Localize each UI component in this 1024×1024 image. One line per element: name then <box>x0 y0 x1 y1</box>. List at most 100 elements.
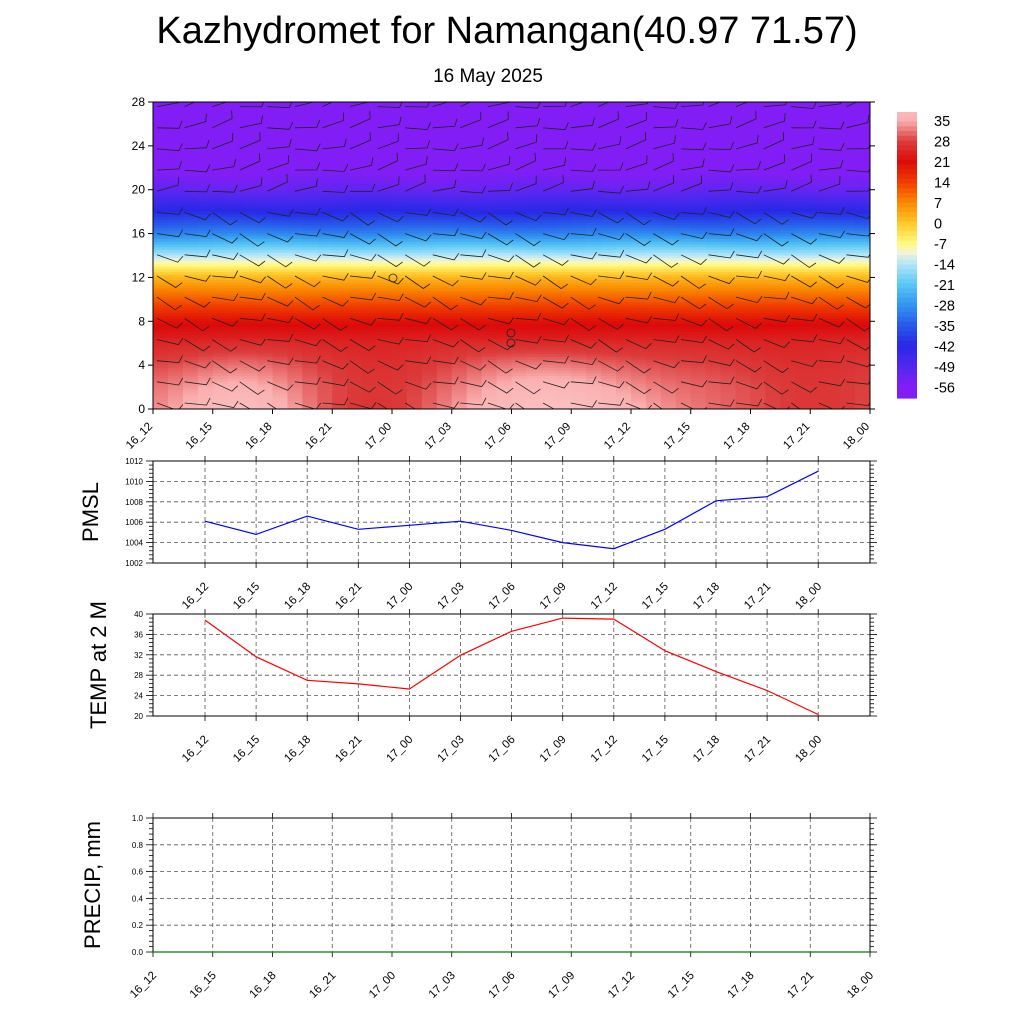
wind-barb <box>874 134 895 149</box>
x-tick-label: 16_15 <box>184 421 215 452</box>
colorbar-label: -56 <box>934 381 955 397</box>
x-tick-label: 17_21 <box>742 581 773 612</box>
wind-barb <box>294 178 318 192</box>
wind-barb <box>487 111 509 129</box>
wind-barb <box>460 137 484 150</box>
colorbar-segment <box>897 355 917 361</box>
wind-barb <box>460 163 486 172</box>
y-tick-label: 28 <box>134 671 143 680</box>
colorbar-segment <box>897 302 917 309</box>
wind-barb <box>184 360 211 369</box>
wind-barb <box>322 397 349 406</box>
precip-panel: 0.0 0.2 0.4 0.6 0.8 1.0 16_12 16_15 16_18 16_21 17… <box>80 813 877 1001</box>
wind-barb <box>653 119 679 129</box>
wind-barb <box>598 360 624 372</box>
x-tick-label: 17_03 <box>423 421 454 452</box>
wind-barb <box>377 337 404 345</box>
wind-barb <box>349 381 376 393</box>
wind-barb <box>322 112 344 129</box>
colorbar-segment <box>897 178 917 185</box>
colorbar-segment <box>897 250 917 256</box>
wind-barb <box>432 253 460 261</box>
wind-barb <box>653 360 680 369</box>
wind-barb <box>680 122 707 130</box>
x-tick-label: 17_00 <box>384 581 415 612</box>
wind-barb <box>818 275 844 289</box>
colorbar-segment <box>897 235 917 242</box>
wind-barb <box>625 254 652 264</box>
wind-barb <box>846 185 870 192</box>
x-tick-label: 17_18 <box>722 421 753 452</box>
wind-barb <box>294 355 321 364</box>
y-tick-label: 4 <box>138 358 145 372</box>
wind-barb <box>736 161 761 171</box>
wind-barb <box>680 380 708 388</box>
colorbar-label: 35 <box>934 114 950 130</box>
wind-barb <box>432 356 459 365</box>
wind-barb <box>184 296 211 308</box>
x-tick-label: 16_15 <box>231 734 262 765</box>
wind-barb <box>874 271 899 278</box>
wind-barb <box>708 399 735 407</box>
colorbar-segment <box>897 374 917 380</box>
y-tick-label: 12 <box>132 270 146 284</box>
wind-barb <box>487 182 513 192</box>
wind-barb <box>515 336 542 344</box>
wind-barb <box>211 360 238 374</box>
wind-barb <box>818 296 844 310</box>
wind-barb <box>735 102 749 107</box>
colorbar-segment <box>897 307 917 313</box>
wind-barb <box>432 143 459 152</box>
wind-barb <box>846 380 870 385</box>
wind-barb <box>680 175 702 192</box>
wind-barb <box>239 115 263 129</box>
colorbar-segment <box>897 297 917 304</box>
wind-barb <box>487 292 514 300</box>
wind-barb <box>763 102 787 107</box>
wind-barb <box>874 111 894 128</box>
wind-barb <box>239 153 261 171</box>
wind-barb <box>294 296 320 311</box>
wind-barb <box>736 398 763 407</box>
wind-barb <box>349 110 371 129</box>
wind-barb <box>487 156 511 171</box>
wind-barb <box>432 339 460 348</box>
wind-barb <box>322 185 349 193</box>
wind-barb <box>432 317 459 331</box>
wind-barb <box>156 143 183 152</box>
wind-barb <box>653 402 663 409</box>
wind-barb <box>542 275 569 290</box>
wind-barb <box>542 402 569 409</box>
wind-barb <box>570 180 595 192</box>
wind-barb <box>432 102 450 107</box>
wind-barb <box>570 275 597 286</box>
wind-barb <box>653 212 680 220</box>
wind-barb <box>763 273 790 282</box>
wind-barb <box>404 275 431 289</box>
x-tick-label: 17_06 <box>487 970 518 1001</box>
heatmap-cells <box>153 102 870 409</box>
wind-barb <box>791 381 817 393</box>
wind-barb <box>377 233 403 247</box>
wind-barb <box>515 360 542 370</box>
colorbar-segment <box>897 116 917 123</box>
wind-barb <box>818 355 845 364</box>
wind-barb <box>239 254 266 267</box>
x-tick-label: 17_12 <box>602 421 633 452</box>
wind-barb <box>543 141 569 150</box>
wind-barb <box>432 163 459 172</box>
wind-barb <box>598 398 625 406</box>
wind-barb <box>239 132 261 150</box>
wind-barb <box>184 274 211 282</box>
wind-barb <box>460 339 486 353</box>
wind-barb <box>267 155 289 171</box>
y-tick-label: 1.0 <box>132 814 144 823</box>
colorbar: 35 28 21 14 7 0 -7 -14 -21 -28 -35 -42 -49 -56 <box>897 112 955 399</box>
wind-barb <box>735 360 762 373</box>
wind-barb <box>405 156 428 171</box>
wind-barb <box>460 111 482 129</box>
colorbar-label: 0 <box>934 217 942 233</box>
wind-barb <box>239 275 267 284</box>
colorbar-segment <box>897 193 917 199</box>
